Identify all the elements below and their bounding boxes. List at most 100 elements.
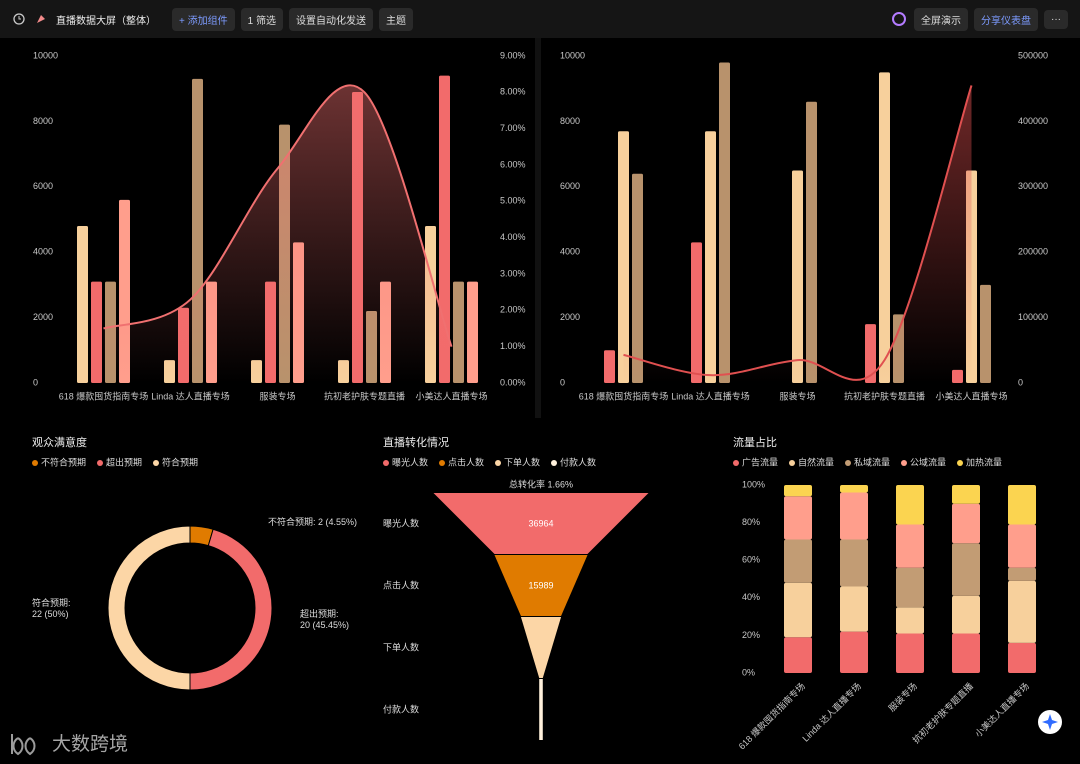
theme-button[interactable]: 主题 [378,7,413,31]
legend-label: 加热流量 [966,456,1002,467]
bar [439,75,450,384]
funnel-segment [520,617,562,678]
y-tick-label: 60% [742,555,760,565]
funnel-segment [433,493,649,554]
chart-title: 流量占比 [733,435,777,449]
dashboard-title: 直播数据大屏（整体） [56,15,156,27]
legend-marker [957,460,963,466]
auto-send-button[interactable]: 设置自动化发送 [288,7,373,31]
filter-button[interactable]: 1 筛选 [240,7,283,31]
stacked-bar-segment [840,539,868,587]
y2-tick-label: 500000 [1018,50,1048,60]
stacked-bar-segment [784,637,812,673]
funnel-category: 付款人数 [383,703,419,714]
bar [77,226,88,383]
legend-label: 付款人数 [560,456,596,467]
stacked-bar-segment [1008,567,1036,581]
legend-marker [153,460,159,466]
legend-marker [97,460,103,466]
ai-icon[interactable] [890,10,908,28]
y2-tick-label: 9.00% [500,50,526,60]
x-tick-label: Linda 达人直播专场 [151,390,230,401]
y-tick-label: 6000 [560,181,580,191]
legend-label: 曝光人数 [392,456,428,467]
legend-label: 公域流量 [910,456,946,467]
x-tick-label: 抗初老护肤专题直播 [844,390,925,401]
bar [879,72,890,383]
y2-tick-label: 3.00% [500,268,526,278]
add-widget-button[interactable]: + 添加组件 [172,7,235,31]
stacked-bar-segment [784,485,812,497]
bar [691,242,702,383]
funnel-annotation: 总转化率 1.66% [509,478,573,489]
legend-label: 下单人数 [504,456,540,467]
x-tick-label: Linda 达人直播专场 [671,390,750,401]
y-tick-label: 4000 [560,247,580,257]
legend-marker [551,460,557,466]
stacked-bar-segment [840,631,868,673]
y2-tick-label: 4.00% [500,232,526,242]
y-tick-label: 40% [742,592,760,602]
slice-label: 超出预期: 20 (45.45%) [300,608,349,630]
assistant-icon [1042,714,1058,730]
x-tick-label: 服装专场 [259,390,295,401]
watermark-logo [11,734,36,756]
line [623,85,973,381]
slice-label: 符合预期: 22 (50%) [32,597,71,619]
legend-label: 符合预期 [162,456,198,467]
legend-marker [789,460,795,466]
bar [705,131,716,383]
y-tick-label: 10000 [33,50,58,60]
bar [980,284,991,383]
stacked-bar-segment [952,485,980,504]
y-tick-label: 10000 [560,50,585,60]
funnel-category: 点击人数 [383,579,419,590]
y-tick-label: 80% [742,517,760,527]
stacked-bar-segment [784,582,812,638]
more-button[interactable]: ··· [1044,9,1068,29]
share-button[interactable]: 分享仪表盘 [974,7,1038,31]
y2-tick-label: 8.00% [500,87,526,97]
x-tick-label: 抗初老护肤专题直播 [324,390,405,401]
bar [806,101,817,383]
line-area [103,85,452,383]
chart-title: 观众满意度 [32,435,87,449]
legend-marker [733,460,739,466]
funnel-segment [494,555,588,616]
bar [632,173,643,383]
history-icon[interactable] [12,12,26,26]
stacked-bar-segment [952,543,980,596]
stacked-bar-segment [952,595,980,634]
funnel-segment [539,679,543,740]
funnel-category: 曝光人数 [383,517,419,528]
funnel-value: 36964 [528,518,553,528]
stacked-bar-segment [952,503,980,544]
y2-tick-label: 400000 [1018,116,1048,126]
stacked-bar-segment [1008,580,1036,643]
fullscreen-button[interactable]: 全屏演示 [914,7,968,31]
y2-tick-label: 6.00% [500,159,526,169]
funnel-value: 15989 [528,580,553,590]
legend-label: 私域流量 [854,456,890,467]
stacked-bar-segment [896,633,924,673]
legend-marker [439,460,445,466]
legend-marker [495,460,501,466]
y-tick-label: 0% [742,667,755,677]
x-tick-label: 618 爆款囤货指南专场 [579,390,669,401]
y2-tick-label: 0.00% [500,377,526,387]
bar [91,281,102,383]
y-tick-label: 100% [742,479,765,489]
y2-tick-label: 0 [1018,377,1023,387]
x-tick-label: 小美达人直播专场 [415,390,487,401]
stacked-bar-segment [784,539,812,583]
legend-label: 广告流量 [742,456,778,467]
bar [719,62,730,383]
chart-title: 直播转化情况 [383,435,449,449]
legend-label: 超出预期 [106,456,142,467]
bar [453,281,464,383]
bar [604,350,615,383]
funnel-category: 下单人数 [383,641,419,652]
stacked-bar-segment [1008,642,1036,673]
stacked-bar-segment [952,633,980,673]
